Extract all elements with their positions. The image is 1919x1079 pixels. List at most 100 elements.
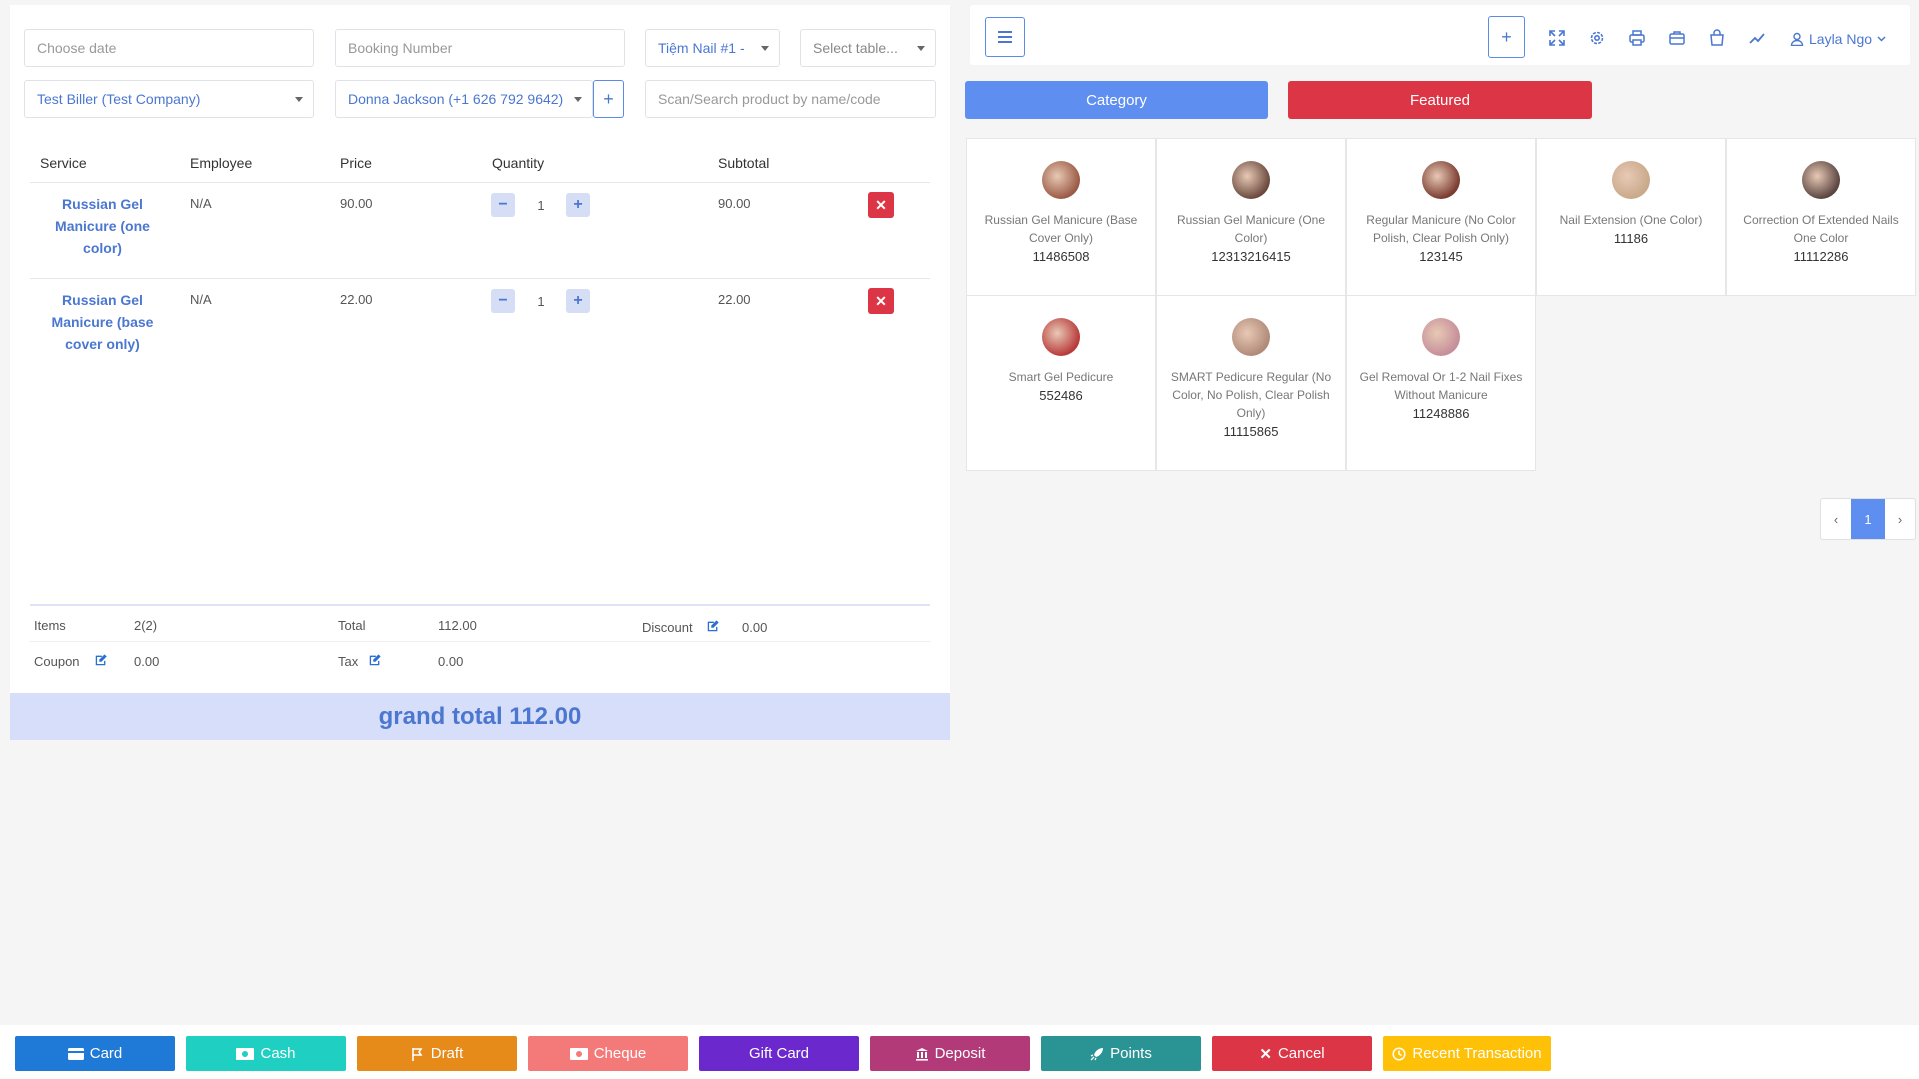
subtotal: 90.00 bbox=[718, 196, 751, 211]
credit-card-icon bbox=[67, 1047, 84, 1060]
fullscreen-icon[interactable] bbox=[1548, 29, 1566, 47]
next-page-button[interactable]: › bbox=[1897, 511, 1903, 527]
cash-pay-button[interactable]: Cash bbox=[186, 1036, 346, 1071]
gift-card-button[interactable]: Gift Card bbox=[699, 1036, 859, 1071]
quantity-value[interactable]: 1 bbox=[537, 294, 545, 309]
col-subtotal: Subtotal bbox=[718, 155, 770, 171]
product-card[interactable]: Smart Gel Pedicure 552486 bbox=[966, 295, 1156, 471]
page-button[interactable]: 1 bbox=[1851, 499, 1885, 539]
table-row: Russian Gel Manicure (one color) N/A 90.… bbox=[30, 183, 930, 279]
edit-tax-icon[interactable] bbox=[368, 653, 382, 667]
product-card[interactable]: Correction Of Extended Nails One Color 1… bbox=[1726, 138, 1916, 296]
draft-label: Draft bbox=[430, 1045, 464, 1062]
recent-transaction-label: Recent Transaction bbox=[1412, 1045, 1542, 1062]
edit-coupon-icon[interactable] bbox=[94, 653, 108, 667]
table-select[interactable]: Select table... bbox=[800, 29, 936, 67]
employee: N/A bbox=[190, 292, 212, 307]
product-code: 11112286 bbox=[1793, 249, 1849, 264]
printer-icon[interactable] bbox=[1628, 29, 1646, 47]
money-check-icon bbox=[569, 1047, 588, 1060]
product-thumbnail bbox=[1422, 318, 1460, 356]
subtotal: 22.00 bbox=[718, 292, 751, 307]
edit-discount-icon[interactable] bbox=[706, 619, 720, 633]
col-service: Service bbox=[40, 155, 87, 171]
product-name: Nail Extension (One Color) bbox=[1559, 213, 1703, 227]
service-name[interactable]: Russian Gel Manicure (base cover only) bbox=[51, 292, 154, 352]
col-employee: Employee bbox=[190, 155, 253, 171]
shopping-bag-icon[interactable] bbox=[1708, 29, 1726, 47]
user-icon bbox=[1790, 32, 1804, 46]
menu-toggle-button[interactable] bbox=[985, 17, 1025, 57]
product-card[interactable]: SMART Pedicure Regular (No Color, No Pol… bbox=[1156, 295, 1346, 471]
product-card[interactable]: Russian Gel Manicure (Base Cover Only) 1… bbox=[966, 138, 1156, 296]
deposit-label: Deposit bbox=[934, 1045, 986, 1062]
product-name: Russian Gel Manicure (Base Cover Only) bbox=[984, 213, 1138, 245]
product-code: 11486508 bbox=[1032, 249, 1090, 264]
table-select-value: Select table... bbox=[813, 40, 898, 56]
customer-select[interactable]: Donna Jackson (+1 626 792 9642) bbox=[335, 80, 593, 118]
draft-button[interactable]: Draft bbox=[357, 1036, 517, 1071]
product-thumbnail bbox=[1802, 161, 1840, 199]
prev-page-button[interactable]: ‹ bbox=[1833, 511, 1839, 527]
total-label: Total bbox=[338, 618, 366, 633]
product-code: 11115865 bbox=[1223, 424, 1279, 439]
remove-item-button[interactable]: ✕ bbox=[868, 288, 894, 314]
booking-number-input[interactable]: Booking Number bbox=[335, 29, 625, 67]
product-card[interactable]: Nail Extension (One Color) 11186 bbox=[1536, 138, 1726, 296]
money-bill-icon bbox=[236, 1047, 255, 1060]
chevron-down-icon bbox=[295, 97, 303, 102]
store-select-value: Tiệm Nail #1 - bbox=[658, 40, 745, 56]
flag-icon bbox=[411, 1047, 423, 1061]
product-code: 11186 bbox=[1613, 231, 1649, 246]
line-chart-icon[interactable] bbox=[1748, 29, 1766, 47]
date-input[interactable]: Choose date bbox=[24, 29, 314, 67]
product-thumbnail bbox=[1612, 161, 1650, 199]
product-thumbnail bbox=[1232, 318, 1270, 356]
remove-item-button[interactable]: ✕ bbox=[868, 192, 894, 218]
product-thumbnail bbox=[1232, 161, 1270, 199]
col-quantity: Quantity bbox=[492, 155, 545, 171]
points-button[interactable]: Points bbox=[1041, 1036, 1201, 1071]
product-card[interactable]: Gel Removal Or 1-2 Nail Fixes Without Ma… bbox=[1346, 295, 1536, 471]
deposit-button[interactable]: Deposit bbox=[870, 1036, 1030, 1071]
bank-icon bbox=[915, 1047, 928, 1061]
featured-button[interactable]: Featured bbox=[1288, 81, 1592, 119]
add-button[interactable]: + bbox=[1488, 16, 1525, 58]
customer-select-value: Donna Jackson (+1 626 792 9642) bbox=[348, 91, 564, 107]
gear-icon[interactable] bbox=[1588, 29, 1606, 47]
card-pay-button[interactable]: Card bbox=[15, 1036, 175, 1071]
chevron-down-icon bbox=[917, 46, 925, 51]
chevron-down-icon bbox=[1877, 36, 1886, 42]
biller-select[interactable]: Test Biller (Test Company) bbox=[24, 80, 314, 118]
tax-value: 0.00 bbox=[438, 654, 464, 669]
cheque-button[interactable]: Cheque bbox=[528, 1036, 688, 1071]
product-name: Regular Manicure (No Color Polish, Clear… bbox=[1366, 213, 1516, 245]
user-menu[interactable]: Layla Ngo bbox=[1790, 31, 1886, 47]
decrease-qty-button[interactable]: − bbox=[491, 193, 515, 217]
product-card[interactable]: Russian Gel Manicure (One Color) 1231321… bbox=[1156, 138, 1346, 296]
cancel-button[interactable]: ✕ Cancel bbox=[1212, 1036, 1372, 1071]
product-name: Russian Gel Manicure (One Color) bbox=[1176, 213, 1326, 245]
totals-section: Items 2(2) Total 112.00 Discount 0.00 Co… bbox=[30, 604, 930, 669]
add-customer-button[interactable]: + bbox=[593, 80, 624, 118]
biller-select-value: Test Biller (Test Company) bbox=[37, 91, 201, 107]
coupon-value: 0.00 bbox=[134, 654, 160, 669]
increase-qty-button[interactable]: + bbox=[566, 289, 590, 313]
items-label: Items bbox=[34, 618, 66, 633]
decrease-qty-button[interactable]: − bbox=[491, 289, 515, 313]
product-code: 552486 bbox=[1039, 388, 1083, 403]
top-toolbar: + Layla Ngo bbox=[970, 5, 1910, 65]
product-card[interactable]: Regular Manicure (No Color Polish, Clear… bbox=[1346, 138, 1536, 296]
cheque-label: Cheque bbox=[593, 1045, 647, 1062]
product-search-input[interactable]: Scan/Search product by name/code bbox=[645, 80, 936, 118]
store-select[interactable]: Tiệm Nail #1 - bbox=[645, 29, 780, 67]
category-button[interactable]: Category bbox=[965, 81, 1268, 119]
price: 22.00 bbox=[340, 292, 373, 307]
increase-qty-button[interactable]: + bbox=[566, 193, 590, 217]
rocket-icon bbox=[1090, 1047, 1104, 1060]
quantity-value[interactable]: 1 bbox=[537, 198, 545, 213]
discount-label: Discount bbox=[642, 620, 693, 635]
service-name[interactable]: Russian Gel Manicure (one color) bbox=[55, 196, 150, 256]
recent-transaction-button[interactable]: Recent Transaction bbox=[1383, 1036, 1551, 1071]
briefcase-icon[interactable] bbox=[1668, 29, 1686, 47]
